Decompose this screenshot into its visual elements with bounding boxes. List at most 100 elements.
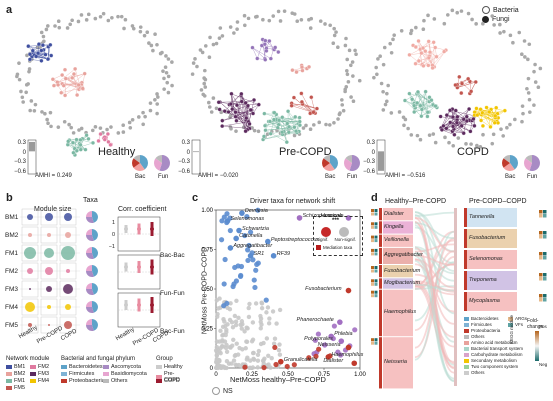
network-node bbox=[137, 115, 141, 119]
panel-label-d: d bbox=[371, 192, 378, 204]
network-node bbox=[520, 52, 524, 57]
legend-label: Pre-COPD bbox=[163, 371, 180, 383]
network-node bbox=[433, 45, 438, 50]
network-node bbox=[34, 54, 39, 59]
network-edge bbox=[257, 45, 263, 59]
network-title-copd: COPD bbox=[457, 146, 489, 158]
ns-point bbox=[245, 355, 250, 360]
module-size-circle bbox=[28, 323, 32, 327]
left-taxon-label: Dialister bbox=[384, 210, 404, 217]
heatmap-cell bbox=[371, 252, 374, 256]
scale-tick: 0 bbox=[22, 149, 26, 156]
network-edge bbox=[282, 117, 300, 122]
network-node bbox=[67, 122, 71, 127]
network-node bbox=[502, 29, 506, 34]
network-node bbox=[479, 118, 484, 123]
signif-point bbox=[255, 207, 261, 213]
ns-point bbox=[277, 352, 283, 357]
network-node bbox=[226, 109, 231, 115]
corr-mean-point bbox=[150, 265, 154, 269]
grid-cell bbox=[21, 262, 39, 280]
module-size-circle bbox=[45, 267, 53, 275]
legend-swatch bbox=[508, 323, 513, 327]
pie-slice bbox=[524, 158, 532, 171]
heatmap-cell bbox=[543, 214, 547, 218]
network-node bbox=[76, 19, 81, 24]
network-node bbox=[50, 77, 55, 82]
module-size-circle bbox=[64, 321, 72, 329]
ns-point bbox=[221, 364, 227, 370]
signif-point bbox=[312, 337, 318, 343]
module-size-circle bbox=[27, 214, 33, 220]
network-node bbox=[415, 133, 420, 138]
network-node bbox=[233, 114, 238, 119]
network-node bbox=[252, 128, 257, 133]
network-node bbox=[309, 16, 314, 21]
network-node bbox=[166, 57, 171, 61]
network-node bbox=[416, 58, 421, 64]
taxa-pie-slice bbox=[86, 217, 94, 223]
legend-label: Carbohydrate metabolism bbox=[471, 352, 523, 357]
d-legend-item: Secondary metabolism bbox=[464, 358, 553, 364]
network-node bbox=[285, 121, 290, 126]
module-size-circle bbox=[66, 269, 70, 273]
signif-point bbox=[306, 355, 312, 361]
network-node bbox=[19, 89, 23, 94]
point-label: Haemophilus bbox=[331, 351, 364, 358]
network-node bbox=[39, 58, 44, 63]
legend-swatch bbox=[464, 353, 469, 357]
legend-label: FM3 bbox=[38, 371, 49, 377]
network-node bbox=[290, 68, 295, 73]
phylum-legend-item: Proteobacteria bbox=[61, 378, 105, 384]
network-edge bbox=[265, 130, 287, 143]
network-node bbox=[251, 97, 257, 103]
signif-point bbox=[219, 218, 225, 224]
network-node bbox=[214, 106, 219, 111]
point-label: Neisseria bbox=[317, 342, 341, 349]
network-node bbox=[76, 82, 81, 88]
network-node bbox=[264, 48, 269, 53]
network-node bbox=[459, 123, 464, 128]
left-taxon-box bbox=[383, 278, 413, 289]
network-node bbox=[123, 17, 128, 22]
module-size-circle bbox=[65, 304, 71, 310]
network-module-legend-item: FM3 bbox=[30, 371, 49, 377]
network-node bbox=[474, 106, 479, 111]
network-node bbox=[78, 137, 83, 142]
pie-label-fun: Fun bbox=[158, 174, 169, 180]
signif-point bbox=[242, 364, 248, 370]
y-tick-label: 0 bbox=[210, 366, 214, 372]
module-label: BM2 bbox=[5, 232, 19, 239]
network-node bbox=[149, 43, 154, 48]
network-node bbox=[130, 117, 135, 122]
corr-mean-point bbox=[137, 265, 141, 269]
network-edge bbox=[218, 101, 242, 103]
phylum-strip bbox=[464, 250, 467, 269]
network-node bbox=[263, 57, 268, 62]
grid-cell bbox=[40, 208, 58, 226]
ns-point bbox=[258, 313, 263, 319]
x-tick-label: 0.25 bbox=[246, 372, 258, 378]
corr-tick: −1 bbox=[108, 244, 115, 250]
network-node bbox=[397, 110, 402, 114]
network-node bbox=[158, 51, 163, 56]
scale-tick: −0.3 bbox=[14, 159, 26, 165]
network-node bbox=[292, 125, 297, 130]
scale-tick: −0.6 bbox=[14, 168, 26, 175]
network-node bbox=[520, 104, 525, 108]
ns-point bbox=[266, 353, 271, 358]
signif-point bbox=[245, 247, 251, 253]
taxa-pie-slice bbox=[92, 211, 99, 223]
module-size-circle bbox=[46, 286, 52, 292]
point-label: Peptostreptococcus bbox=[270, 236, 320, 243]
signif-point bbox=[235, 263, 241, 269]
panel-a: a Bacteria Fungi Healthy AMHI = 0.249 Ba… bbox=[0, 0, 553, 190]
panel-label-a: a bbox=[6, 4, 13, 16]
amhi-bar-frame bbox=[191, 139, 201, 175]
network-node bbox=[345, 72, 350, 77]
network-node bbox=[70, 18, 74, 23]
network-node bbox=[271, 117, 276, 122]
network-node bbox=[328, 23, 332, 28]
signif-point bbox=[313, 353, 319, 359]
legend-swatch bbox=[464, 323, 469, 327]
